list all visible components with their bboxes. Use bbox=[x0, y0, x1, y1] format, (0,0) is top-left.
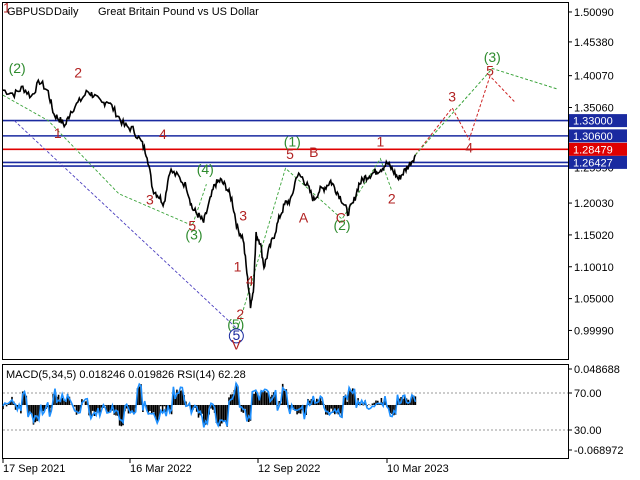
price-tick-label: 1.35060 bbox=[574, 103, 614, 115]
price-tick-label: 1.50090 bbox=[574, 7, 614, 19]
price-tick-label: 1.10010 bbox=[574, 262, 614, 274]
date-tick-label: 17 Sep 2021 bbox=[3, 463, 65, 475]
chart-timeframe: Daily bbox=[54, 6, 79, 18]
price-layer bbox=[2, 78, 417, 309]
indicator-tick-label: 30.00 bbox=[574, 425, 602, 437]
level-tag-label: 1.28479 bbox=[573, 144, 613, 156]
date-axis: 17 Sep 2021 16 Mar 2022 12 Sep 2022 10 Mar … bbox=[2, 459, 449, 475]
main-chart-frame bbox=[2, 2, 569, 360]
price-tick-label: 0.99990 bbox=[574, 325, 614, 337]
date-tick-label: 10 Mar 2023 bbox=[387, 463, 449, 475]
level-tag-bg bbox=[569, 129, 627, 143]
wave-label: 4 bbox=[465, 139, 473, 155]
chart-title: Great Britain Pound vs US Dollar bbox=[98, 6, 259, 18]
wave-label: (2) bbox=[333, 217, 350, 233]
indicator-tick-label: 70.00 bbox=[574, 388, 602, 400]
wave-label: (2) bbox=[9, 60, 26, 76]
wave-label-circle bbox=[228, 328, 244, 344]
indicator-layer bbox=[2, 381, 568, 431]
price-tick-label: 1.05000 bbox=[574, 294, 614, 306]
wave-label: 2 bbox=[236, 306, 244, 322]
price-axis: 1.500901.453801.400701.350601.306001.255… bbox=[568, 7, 614, 337]
price-tick-label: 1.40070 bbox=[574, 71, 614, 83]
level-tag-label: 1.26427 bbox=[573, 157, 613, 169]
level-tag-bg bbox=[569, 155, 627, 169]
wave-connector bbox=[13, 120, 238, 330]
projection-layer bbox=[415, 67, 557, 156]
wave-label: 5 bbox=[232, 327, 240, 343]
wave-label: V bbox=[232, 336, 242, 352]
wave-label: 2 bbox=[388, 190, 396, 206]
projection-green bbox=[415, 67, 557, 156]
indicator-tick-label: 0.048688 bbox=[574, 364, 620, 376]
wave-label: 3 bbox=[146, 192, 154, 208]
wave-label: 1 bbox=[3, 0, 11, 16]
date-tick-label: 12 Sep 2022 bbox=[258, 463, 320, 475]
price-tick-label: 1.15020 bbox=[574, 230, 614, 242]
wave-label: 1 bbox=[377, 134, 385, 150]
date-tick-label: 16 Mar 2022 bbox=[130, 463, 192, 475]
wave-label: (4) bbox=[197, 161, 214, 177]
wave-label: 2 bbox=[74, 64, 82, 80]
wave-label: 1 bbox=[54, 125, 62, 141]
wave-label: B bbox=[309, 144, 318, 160]
level-tag-bg bbox=[569, 142, 627, 156]
wave-label: 4 bbox=[159, 126, 167, 142]
wave-label: 1 bbox=[234, 258, 242, 274]
wave-label: 5 bbox=[486, 62, 494, 78]
wave-label: (1) bbox=[284, 134, 301, 150]
wave-label: (3) bbox=[484, 49, 501, 65]
wave-label: 5 bbox=[188, 218, 196, 234]
wave-label: C bbox=[336, 209, 346, 225]
wave-label: 3 bbox=[448, 89, 456, 105]
indicator-tick-label: -0.068972 bbox=[574, 445, 624, 457]
rsi-line bbox=[2, 381, 417, 428]
chart-symbol: GBPUSD bbox=[7, 6, 54, 18]
indicator-label: MACD(5,34,5) 0.018246 0.019826 RSI(14) 6… bbox=[6, 369, 246, 381]
levels-layer bbox=[3, 119, 568, 167]
price-line bbox=[2, 78, 417, 309]
wave-label: 5 bbox=[286, 146, 294, 162]
wave-label: 3 bbox=[239, 207, 247, 223]
wave-label: (5) bbox=[227, 316, 244, 332]
level-tag-label: 1.33000 bbox=[573, 116, 613, 128]
price-tick-label: 1.20030 bbox=[574, 198, 614, 210]
projection-red bbox=[415, 75, 515, 156]
price-tick-label: 1.45380 bbox=[574, 37, 614, 49]
wave-label: 4 bbox=[246, 272, 254, 288]
indicator-axis: 0.048688 70.00 30.00 -0.068972 bbox=[568, 364, 624, 457]
wave-label: (3) bbox=[185, 226, 202, 242]
level-tag-label: 1.30600 bbox=[573, 131, 613, 143]
wave-label: A bbox=[299, 209, 309, 225]
level-tag-bg bbox=[569, 114, 627, 128]
